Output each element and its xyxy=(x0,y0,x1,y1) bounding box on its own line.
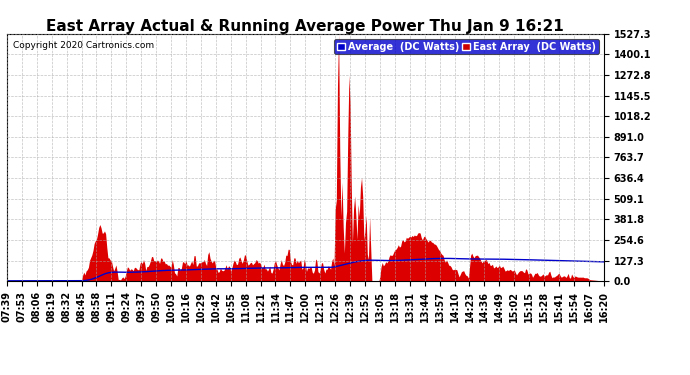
Legend: Average  (DC Watts), East Array  (DC Watts): Average (DC Watts), East Array (DC Watts… xyxy=(335,39,599,54)
Text: Copyright 2020 Cartronics.com: Copyright 2020 Cartronics.com xyxy=(13,41,154,50)
Title: East Array Actual & Running Average Power Thu Jan 9 16:21: East Array Actual & Running Average Powe… xyxy=(46,19,564,34)
